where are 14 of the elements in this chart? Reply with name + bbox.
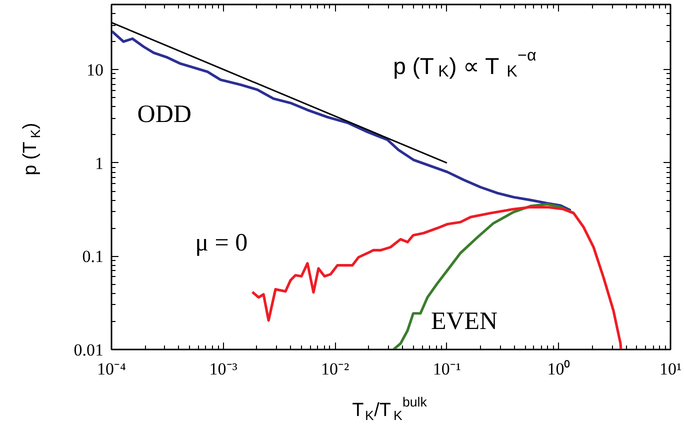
x-tick-label: 10⁻¹	[432, 360, 461, 378]
series-label: EVEN	[430, 308, 498, 335]
x-tick-label: 10⁻²	[321, 360, 350, 378]
y-tick-label: 0.01	[74, 340, 104, 360]
y-tick-label: 10	[86, 60, 104, 80]
x-tick-label: 10⁻³	[209, 360, 238, 378]
x-tick-label: 10⁻⁴	[97, 360, 126, 378]
y-tick-label: 0.1	[82, 247, 104, 266]
x-tick-label: 10¹	[659, 360, 682, 378]
series-label: ODD	[137, 101, 192, 128]
series-label: μ = 0	[195, 230, 248, 257]
y-tick-label: 1	[95, 154, 104, 173]
x-tick-label: 10⁰	[547, 360, 570, 378]
y-axis-title: p (TK)	[20, 122, 43, 176]
